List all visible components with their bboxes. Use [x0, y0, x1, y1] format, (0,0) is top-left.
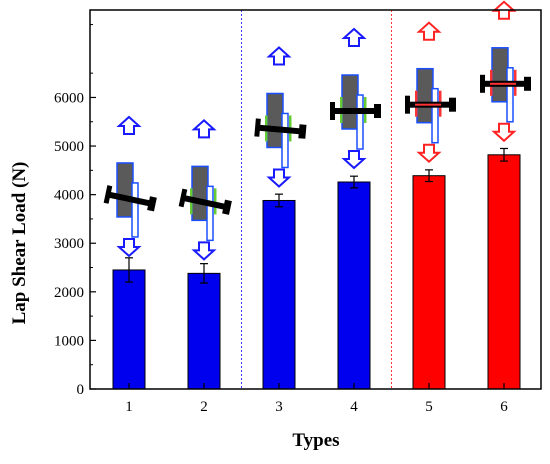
fastener-shaft: [108, 191, 154, 207]
fastener-nut: [524, 76, 531, 91]
y-tick-label: 5000: [54, 139, 84, 155]
x-tick-label: 4: [350, 399, 358, 415]
upper-plate: [491, 47, 509, 103]
upper-plate: [116, 162, 134, 218]
bars-group: [112, 154, 521, 390]
x-tick-label: 2: [200, 399, 208, 415]
y-tick-label: 3000: [54, 236, 84, 252]
y-tick-label: 2000: [54, 285, 84, 301]
x-axis-title: Types: [292, 430, 339, 451]
up-arrow-icon: [191, 119, 217, 139]
y-tick-label: 1000: [54, 333, 84, 349]
down-arrow-icon: [341, 150, 367, 170]
washer-right: [214, 188, 217, 215]
joint-schematic-6: [480, 0, 531, 143]
y-tick-label: 4000: [54, 188, 84, 204]
upper-plate: [266, 92, 284, 149]
up-arrow-icon: [116, 115, 142, 135]
x-tick-label: 3: [275, 399, 283, 415]
y-axis-title: Lap Shear Load (N): [9, 162, 30, 325]
fastener: [254, 118, 307, 139]
lower-plate: [356, 94, 364, 150]
joint-schematic-1: [103, 115, 157, 258]
joint-schematic-4: [330, 27, 381, 170]
down-arrow-icon: [416, 143, 442, 164]
x-tick-label: 1: [125, 399, 133, 415]
bar-1: [112, 269, 146, 390]
bar-6: [487, 154, 521, 390]
down-arrow-icon: [116, 237, 142, 258]
fastener: [103, 185, 157, 212]
lower-plate: [206, 185, 214, 242]
fastener-nut: [298, 124, 307, 139]
lower-plate: [506, 67, 514, 123]
joint-schematic-5: [405, 21, 456, 164]
fastener-highlight: [415, 103, 441, 106]
error-bars-group: [125, 147, 508, 284]
x-tick-label: 6: [500, 399, 508, 415]
bar-4: [337, 181, 371, 390]
down-arrow-icon: [266, 168, 292, 188]
fastener: [405, 95, 456, 114]
lower-plate: [131, 182, 139, 238]
schematics-group: [103, 0, 531, 261]
bar-2: [187, 272, 221, 390]
joint-schematic-3: [254, 46, 307, 188]
joint-schematic-2: [178, 119, 232, 261]
fastener: [480, 74, 531, 93]
fastener: [330, 102, 381, 121]
fastener-nut: [374, 104, 381, 119]
fastener-shaft: [258, 124, 304, 135]
y-tick-label: 0: [77, 382, 85, 398]
fastener-head: [480, 74, 485, 93]
fastener-nut: [449, 97, 456, 112]
upper-plate: [416, 67, 434, 124]
lower-plate: [431, 87, 439, 144]
upper-plate: [341, 74, 359, 130]
fastener-nut: [222, 199, 232, 215]
fastener-nut: [147, 196, 157, 212]
up-arrow-icon: [416, 21, 442, 41]
fastener: [178, 188, 232, 215]
fastener-highlight: [490, 82, 516, 85]
upper-plate: [191, 165, 209, 222]
fastener-head: [405, 95, 410, 114]
fastener-shaft: [183, 195, 229, 211]
fastener-head: [178, 188, 188, 208]
fastener-head: [103, 185, 113, 204]
axes-group: 0 1000 2000 3000 4000 5000 6000 1 2 3 4 5 6: [54, 9, 542, 415]
group-dividers: [241, 10, 392, 389]
lower-plate: [281, 112, 289, 169]
fastener-head: [254, 118, 261, 137]
bar-3: [262, 199, 296, 390]
fastener-head: [330, 102, 335, 121]
down-arrow-icon: [491, 122, 517, 143]
x-tick-label: 5: [425, 399, 433, 415]
down-arrow-icon: [191, 241, 217, 261]
fastener-shaft: [334, 108, 378, 115]
up-arrow-icon: [266, 46, 292, 66]
up-arrow-icon: [341, 27, 367, 48]
plot-frame: [89, 9, 542, 390]
bar-5: [412, 175, 446, 390]
y-tick-label: 6000: [54, 90, 84, 106]
